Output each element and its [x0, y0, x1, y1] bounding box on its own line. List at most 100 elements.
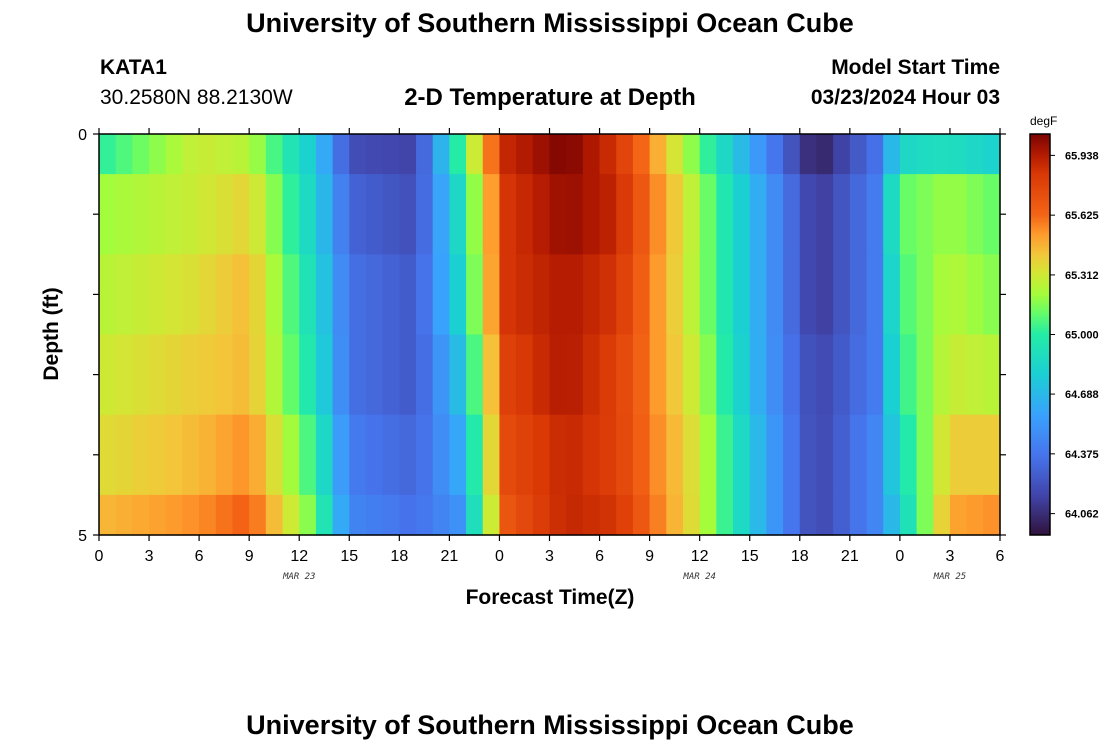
heatmap-cell — [299, 334, 317, 416]
heatmap-cell — [816, 494, 834, 536]
heatmap-cell — [265, 254, 284, 336]
heatmap-cell — [449, 334, 467, 416]
heatmap-cell — [315, 414, 334, 496]
heatmap-cell — [682, 334, 701, 416]
heatmap-cell — [499, 334, 517, 416]
heatmap-cell — [799, 334, 818, 416]
heatmap-cell — [349, 254, 367, 336]
heatmap-cell — [983, 334, 1001, 416]
heatmap-cell — [232, 334, 250, 416]
heatmap-cell — [933, 134, 951, 175]
heatmap-cell — [749, 254, 768, 336]
heatmap-cell — [249, 134, 267, 175]
heatmap-cell — [549, 174, 567, 255]
heatmap-cell — [416, 414, 434, 496]
heatmap-cell — [816, 254, 834, 336]
heatmap-cell — [849, 174, 868, 255]
heatmap-cell — [182, 254, 200, 336]
heatmap-cell — [766, 174, 784, 255]
heatmap-cell — [766, 254, 784, 336]
heatmap-cell — [232, 254, 250, 336]
heatmap-cell — [365, 414, 384, 496]
heatmap-cell — [666, 134, 684, 175]
heatmap-cell — [215, 414, 234, 496]
heatmap-cell — [199, 174, 217, 255]
heatmap-cell — [733, 494, 751, 536]
heatmap-cell — [682, 254, 701, 336]
heatmap-cell — [532, 414, 551, 496]
heatmap-cell — [783, 334, 801, 416]
heatmap-cell — [632, 414, 651, 496]
heatmap-cell — [666, 254, 684, 336]
heatmap-cell — [916, 134, 934, 175]
heatmap-cell — [482, 334, 501, 416]
heatmap-cell — [115, 174, 133, 255]
heatmap-cell — [315, 494, 334, 536]
heatmap-cell — [632, 254, 651, 336]
heatmap-cell — [115, 134, 133, 175]
heatmap-cell — [149, 174, 167, 255]
heatmap-cell — [733, 134, 751, 175]
heatmap-cell — [799, 494, 818, 536]
heatmap-cell — [866, 414, 884, 496]
heatmap-cell — [215, 494, 234, 536]
heatmap-cell — [115, 254, 133, 336]
heatmap-cell — [966, 134, 984, 175]
heatmap-cell — [566, 134, 584, 175]
heatmap-cell — [916, 254, 934, 336]
heatmap-cell — [132, 414, 150, 496]
y-axis: 05 — [78, 127, 1006, 545]
heatmap-cell — [632, 494, 651, 536]
heatmap-cell — [482, 134, 501, 175]
heatmap-cell — [566, 174, 584, 255]
heatmap-cell — [332, 494, 350, 536]
heatmap-cell — [299, 174, 317, 255]
x-tick-label: 6 — [195, 548, 204, 565]
heatmap-cell — [599, 254, 617, 336]
x-tick-label: 21 — [440, 548, 458, 565]
heatmap-cell — [382, 174, 400, 255]
colorbar-tick-label: 65.625 — [1065, 210, 1099, 222]
heatmap-cell — [199, 134, 217, 175]
heatmap-cell — [382, 334, 400, 416]
heatmap-cell — [165, 174, 184, 255]
heatmap-cell — [582, 334, 601, 416]
heatmap-cell — [816, 414, 834, 496]
x-tick-label: 12 — [290, 548, 308, 565]
heatmap-cell — [833, 494, 851, 536]
heatmap-cell — [349, 174, 367, 255]
heatmap-cell — [799, 174, 818, 255]
heatmap-cell — [165, 414, 184, 496]
heatmap-cell — [766, 494, 784, 536]
model-start-time: 03/23/2024 Hour 03 — [810, 86, 1000, 109]
heatmap-cell — [833, 134, 851, 175]
heatmap-cell — [749, 134, 768, 175]
heatmap-cell — [649, 254, 667, 336]
heatmap-cell — [215, 334, 234, 416]
colorbar-tick-label: 64.062 — [1065, 509, 1099, 521]
heatmap-cell — [682, 414, 701, 496]
heatmap-cell — [132, 254, 150, 336]
heatmap-cell — [215, 174, 234, 255]
footer-title: University of Southern Mississippi Ocean… — [246, 710, 854, 740]
heatmap-cell — [966, 494, 984, 536]
heatmap-cell — [983, 134, 1001, 175]
heatmap-cell — [249, 494, 267, 536]
heatmap-cell — [649, 494, 667, 536]
colorbar-tick-label: 64.688 — [1065, 389, 1099, 401]
colorbar-tick-label: 65.938 — [1065, 150, 1099, 162]
heatmap-cell — [949, 174, 968, 255]
heatmap-cell — [933, 174, 951, 255]
heatmap-cell — [432, 254, 450, 336]
heatmap-cell — [299, 414, 317, 496]
heatmap-cell — [916, 334, 934, 416]
heatmap-cell — [833, 414, 851, 496]
heatmap-cell — [332, 254, 350, 336]
heatmap-cell — [632, 174, 651, 255]
heatmap-cell — [833, 174, 851, 255]
date-label: MAR 25 — [933, 572, 967, 582]
heatmap-cell — [365, 174, 384, 255]
station-coords: 30.2580N 88.2130W — [100, 86, 293, 109]
heatmap-cell — [99, 254, 117, 336]
